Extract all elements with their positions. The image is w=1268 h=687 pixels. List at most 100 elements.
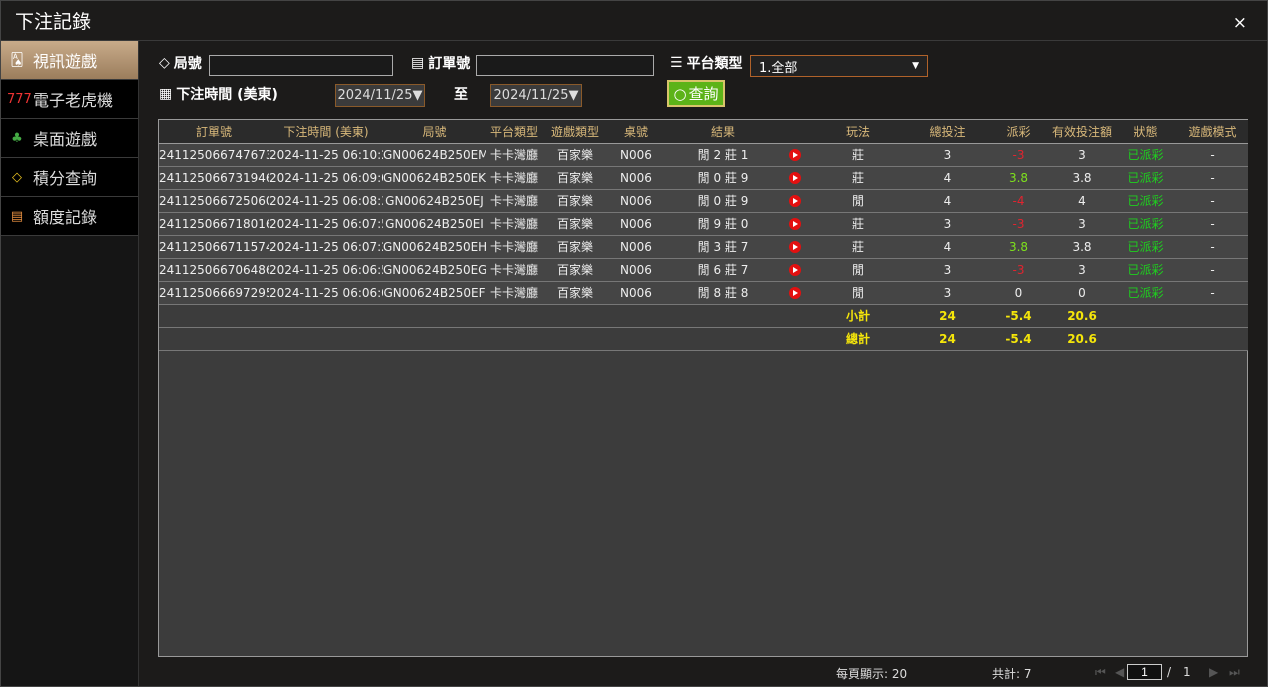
column-header: 桌號 bbox=[608, 120, 664, 144]
play-icon[interactable] bbox=[789, 287, 801, 299]
table-cell: 2024-11-25 06:09:06 bbox=[269, 166, 383, 190]
subtotal-label: 小計 bbox=[808, 304, 908, 328]
table-cell: 0 bbox=[1050, 281, 1114, 305]
table-cell: 3 bbox=[1050, 212, 1114, 236]
replay-cell[interactable] bbox=[782, 189, 808, 213]
table-cell: 閒 9 莊 0 bbox=[664, 212, 782, 236]
table-cell: 3.8 bbox=[1050, 235, 1114, 259]
modal-title: 下注記錄 bbox=[1, 1, 1267, 41]
sidebar-item-3[interactable]: ◇ 積分查詢 bbox=[1, 158, 138, 197]
table-cell[interactable]: 241125066731946 bbox=[159, 166, 269, 190]
table-cell: 3 bbox=[908, 143, 987, 167]
first-page-icon[interactable]: ⏮ bbox=[1095, 665, 1106, 679]
table-cell[interactable]: GN00624B250EI bbox=[383, 212, 486, 236]
platform-select[interactable]: 1.全部 ▼ bbox=[750, 55, 928, 77]
table-header: 訂單號 下注時間 (美東) 局號 平台類型 遊戲類型 桌號 結果 玩法 總投注 派彩 有效投注額 狀態… bbox=[159, 120, 1248, 144]
table-cell: 3 bbox=[908, 281, 987, 305]
column-header: 總投注 bbox=[908, 120, 987, 144]
table-cell[interactable]: GN00624B250EG bbox=[383, 258, 486, 282]
table-cell[interactable]: 241125066747673 bbox=[159, 143, 269, 167]
table-cell: 百家樂 bbox=[542, 189, 608, 213]
table-cell: -3 bbox=[987, 212, 1050, 236]
sidebar-item-1[interactable]: 777 電子老虎機 bbox=[1, 80, 138, 119]
table-cell[interactable]: GN00624B250EJ bbox=[383, 189, 486, 213]
table-cell: 百家樂 bbox=[542, 212, 608, 236]
sidebar-item-2[interactable]: ♣ 桌面遊戲 bbox=[1, 119, 138, 158]
table-cell: 卡卡灣廳 bbox=[486, 189, 542, 213]
column-header bbox=[782, 120, 808, 144]
play-icon[interactable] bbox=[789, 172, 801, 184]
table-cell: 2024-11-25 06:06:07 bbox=[269, 281, 383, 305]
column-header: 狀態 bbox=[1114, 120, 1177, 144]
subtotal-bet: 24 bbox=[908, 304, 987, 328]
total-valid: 20.6 bbox=[1050, 327, 1114, 351]
content: ◇ 局號 ▤ 訂單號 ☰ 平台類型 1.全部 ▼ ▦ 下注時間 (美東) 2024/11/… bbox=[139, 41, 1267, 686]
play-icon[interactable] bbox=[789, 241, 801, 253]
replay-cell[interactable] bbox=[782, 143, 808, 167]
table-cell: 已派彩 bbox=[1114, 258, 1177, 282]
table-cell: 4 bbox=[908, 189, 987, 213]
order-input[interactable] bbox=[476, 55, 654, 76]
last-page-icon[interactable]: ⏭ bbox=[1229, 665, 1240, 679]
column-header: 結果 bbox=[664, 120, 782, 144]
column-header: 訂單號 bbox=[159, 120, 269, 144]
date-from-select[interactable]: 2024/11/25▼ bbox=[335, 84, 425, 107]
table-cell: 卡卡灣廳 bbox=[486, 166, 542, 190]
table-cell[interactable]: 241125066711574 bbox=[159, 235, 269, 259]
sidebar-item-4[interactable]: ▤ 額度記錄 bbox=[1, 197, 138, 236]
table-cell: 閒 6 莊 7 bbox=[664, 258, 782, 282]
table-cell[interactable]: GN00624B250EK bbox=[383, 166, 486, 190]
prev-page-icon[interactable]: ◀ bbox=[1115, 665, 1125, 679]
table-cell: - bbox=[1177, 212, 1248, 236]
table-cell: 2024-11-25 06:07:56 bbox=[269, 212, 383, 236]
table-cell: 4 bbox=[908, 166, 987, 190]
play-icon[interactable] bbox=[789, 264, 801, 276]
date-to-select[interactable]: 2024/11/25▼ bbox=[490, 84, 582, 107]
table-cell[interactable]: GN00624B250EM bbox=[383, 143, 486, 167]
table-cell: 2024-11-25 06:07:21 bbox=[269, 235, 383, 259]
close-icon[interactable]: × bbox=[1232, 13, 1247, 33]
play-icon[interactable] bbox=[789, 149, 801, 161]
page-input[interactable] bbox=[1127, 664, 1162, 680]
subtotal-row: 小計 24 -5.4 20.6 bbox=[159, 304, 1248, 328]
table-cell: N006 bbox=[608, 143, 664, 167]
table-cell: 閒 8 莊 8 bbox=[664, 281, 782, 305]
table-cell[interactable]: 241125066725060 bbox=[159, 189, 269, 213]
table-cell: 卡卡灣廳 bbox=[486, 212, 542, 236]
clipboard-icon: ▤ bbox=[411, 55, 425, 71]
table-cell[interactable]: 241125066706486 bbox=[159, 258, 269, 282]
table-cell[interactable]: 241125066718016 bbox=[159, 212, 269, 236]
list-icon: ☰ bbox=[670, 55, 683, 71]
table-cell[interactable]: GN00624B250EH bbox=[383, 235, 486, 259]
table-cell: - bbox=[1177, 189, 1248, 213]
table-cell[interactable]: 241125066697295 bbox=[159, 281, 269, 305]
round-input[interactable] bbox=[209, 55, 393, 76]
page-total: 1 bbox=[1183, 665, 1191, 679]
sidebar-item-0[interactable]: 🂡 視訊遊戲 bbox=[1, 41, 138, 80]
to-label: 至 bbox=[454, 87, 468, 103]
total-row: 總計 24 -5.4 20.6 bbox=[159, 327, 1248, 351]
table-cell[interactable]: GN00624B250EF bbox=[383, 281, 486, 305]
subtotal-valid: 20.6 bbox=[1050, 304, 1114, 328]
table-cell: 已派彩 bbox=[1114, 143, 1177, 167]
page-separator: / bbox=[1167, 665, 1172, 679]
table-cell: - bbox=[1177, 258, 1248, 282]
search-button[interactable]: ○ 查詢 bbox=[667, 80, 725, 107]
replay-cell[interactable] bbox=[782, 258, 808, 282]
replay-cell[interactable] bbox=[782, 212, 808, 236]
table-cell: - bbox=[1177, 143, 1248, 167]
play-icon[interactable] bbox=[789, 218, 801, 230]
table-cell: 卡卡灣廳 bbox=[486, 143, 542, 167]
replay-cell[interactable] bbox=[782, 281, 808, 305]
replay-cell[interactable] bbox=[782, 166, 808, 190]
next-page-icon[interactable]: ▶ bbox=[1209, 665, 1219, 679]
table-cell: 3 bbox=[1050, 143, 1114, 167]
replay-cell[interactable] bbox=[782, 235, 808, 259]
table-cell: 已派彩 bbox=[1114, 281, 1177, 305]
play-icon[interactable] bbox=[789, 195, 801, 207]
table-cell: 3 bbox=[1050, 258, 1114, 282]
